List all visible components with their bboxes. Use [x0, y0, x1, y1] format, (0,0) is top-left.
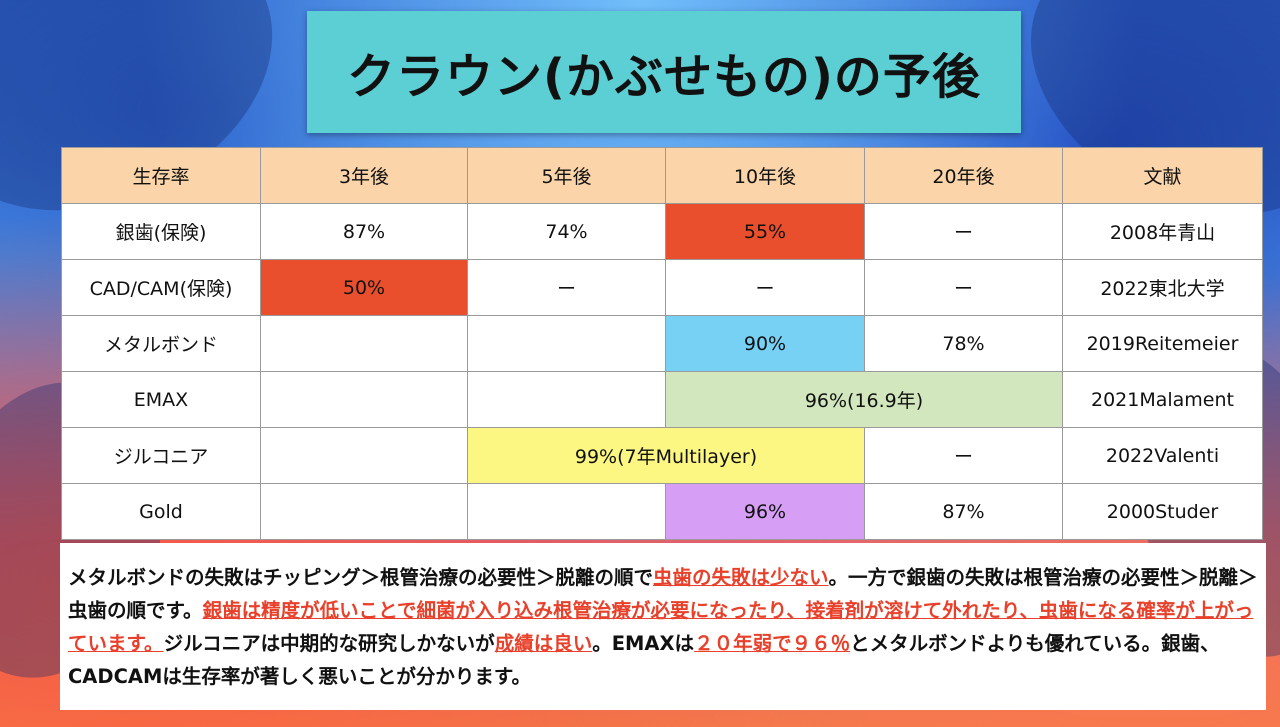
row-label: メタルボンド — [61, 315, 261, 372]
cell-5-years: 74% — [467, 203, 666, 260]
header-5-years: 5年後 — [467, 147, 666, 204]
cell-5-years — [467, 483, 666, 540]
table-row: メタルボンド 90% 78% 2019Reitemeier — [61, 315, 1263, 372]
cell-reference: 2022Valenti — [1062, 427, 1263, 484]
table-row: ジルコニア 99%(7年Multilayer) ー 2022Valenti — [61, 427, 1263, 484]
row-label: 銀歯(保険) — [61, 203, 261, 260]
cell-20-years: ー — [864, 427, 1063, 484]
cell-5-years: ー — [467, 259, 666, 316]
table-row: Gold 96% 87% 2000Studer — [61, 483, 1263, 540]
cell-20-years: 87% — [864, 483, 1063, 540]
cell-20-years: ー — [864, 203, 1063, 260]
cell-3-years — [260, 427, 468, 484]
cell-5-years — [467, 315, 666, 372]
cell-3-years: 50% — [260, 259, 468, 316]
cell-reference: 2022東北大学 — [1062, 259, 1263, 316]
cell-5-years — [467, 371, 666, 428]
cell-3-years: 87% — [260, 203, 468, 260]
survival-rate-table: 生存率 3年後 5年後 10年後 20年後 文献 銀歯(保険) 87% 74% … — [61, 147, 1263, 540]
note-emphasis: 虫歯の失敗は少ない — [653, 566, 829, 589]
title-banner: クラウン(かぶせもの)の予後 — [307, 11, 1021, 133]
table-header-row: 生存率 3年後 5年後 10年後 20年後 文献 — [61, 147, 1263, 204]
cell-20-years: ー — [864, 259, 1063, 316]
header-10-years: 10年後 — [665, 147, 865, 204]
note-emphasis: 銀歯は精度が低いことで細菌が入り込み根管治療が必要になったり、接着剤が溶けて外れ… — [68, 599, 1254, 655]
cell-reference: 2008年青山 — [1062, 203, 1263, 260]
note-text: 。一方で銀歯の失敗は根管治療の必要性＞脱離＞虫歯の順です。 — [68, 566, 1258, 622]
row-label: ジルコニア — [61, 427, 261, 484]
cell-20-years: 78% — [864, 315, 1063, 372]
cell-5-10-years: 99%(7年Multilayer) — [467, 427, 865, 484]
header-survival-rate: 生存率 — [61, 147, 261, 204]
note-emphasis: 成績は良い — [494, 632, 593, 655]
row-label: EMAX — [61, 371, 261, 428]
cell-3-years — [260, 483, 468, 540]
cell-10-years: 55% — [665, 203, 865, 260]
note-text: 。EMAXは — [592, 632, 695, 655]
cell-10-years: 90% — [665, 315, 865, 372]
cell-10-20-years: 96%(16.9年) — [665, 371, 1063, 428]
row-label: CAD/CAM(保険) — [61, 259, 261, 316]
header-3-years: 3年後 — [260, 147, 468, 204]
note-emphasis: ２０年弱で９６％ — [694, 632, 851, 655]
note-text: ジルコニアは中期的な研究しかないが — [163, 632, 495, 655]
note-text: とメタルボンドよりも優れている。銀歯、CADCAMは生存率が著しく悪いことが分か… — [68, 632, 1220, 688]
header-reference: 文献 — [1062, 147, 1263, 204]
summary-note: メタルボンドの失敗はチッピング＞根管治療の必要性＞脱離の順で虫歯の失敗は少ない。… — [60, 543, 1266, 710]
table-row: 銀歯(保険) 87% 74% 55% ー 2008年青山 — [61, 203, 1263, 260]
row-label: Gold — [61, 483, 261, 540]
header-20-years: 20年後 — [864, 147, 1063, 204]
table-row: EMAX 96%(16.9年) 2021Malament — [61, 371, 1263, 428]
cell-reference: 2019Reitemeier — [1062, 315, 1263, 372]
cell-10-years: 96% — [665, 483, 865, 540]
cell-10-years: ー — [665, 259, 865, 316]
table-row: CAD/CAM(保険) 50% ー ー ー 2022東北大学 — [61, 259, 1263, 316]
note-text: メタルボンドの失敗はチッピング＞根管治療の必要性＞脱離の順で — [68, 566, 654, 589]
page-title: クラウン(かぶせもの)の予後 — [347, 49, 981, 105]
cell-3-years — [260, 371, 468, 428]
cell-3-years — [260, 315, 468, 372]
cell-reference: 2021Malament — [1062, 371, 1263, 428]
cell-reference: 2000Studer — [1062, 483, 1263, 540]
